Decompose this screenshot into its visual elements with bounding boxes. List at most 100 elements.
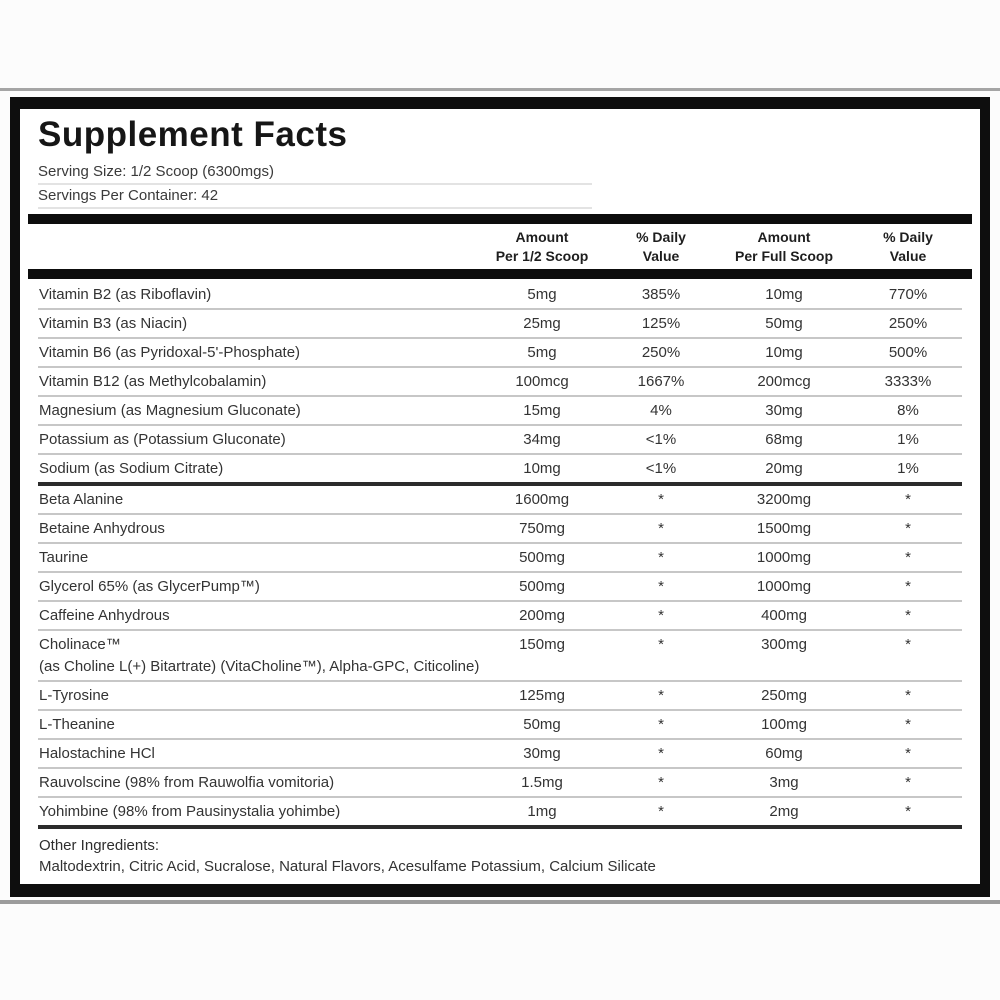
ingredient-row: Taurine 500mg * 1000mg * [38,544,962,573]
ingredient-row: Glycerol 65% (as GlycerPump™) 500mg * 1000m… [38,573,962,602]
ingredient-name: Halostachine HCl [39,745,155,762]
amount-half-scoop: 500mg [519,578,565,595]
supplement-facts-panel: Supplement Facts Serving Size: 1/2 Scoop… [10,97,990,897]
amount-half-scoop: 1mg [527,803,557,820]
amount-full-scoop: 1000mg [756,549,812,566]
daily-value-full: 3333% [884,373,932,390]
ingredient-row: Vitamin B12 (as Methylcobalamin) 100mcg 16… [38,368,962,397]
page-bottom-rule [0,900,1000,904]
ingredient-sub-note: (as Choline L(+) Bitartrate) (VitaCholin… [39,658,480,675]
other-ingredients-list: Maltodextrin, Citric Acid, Sucralose, Na… [39,858,656,875]
amount-full-scoop: 10mg [765,344,803,361]
ingredient-name: Magnesium (as Magnesium Gluconate) [39,402,301,419]
ingredient-name: Vitamin B3 (as Niacin) [39,315,188,332]
amount-half-scoop: 125mg [519,687,565,704]
ingredient-row: L-Theanine 50mg * 100mg * [38,711,962,740]
daily-value-full: * [905,607,911,624]
amount-half-scoop: 30mg [523,745,561,762]
daily-value-half: * [658,578,664,595]
amount-half-scoop: 500mg [519,549,565,566]
daily-value-full: * [905,636,911,653]
ingredient-row: Vitamin B3 (as Niacin) 25mg 125% 50mg 250% [38,310,962,339]
daily-value-full: * [905,716,911,733]
amount-full-scoop: 400mg [761,607,807,624]
amount-full-scoop: 3mg [769,774,799,791]
ingredient-name: L-Theanine [39,716,115,733]
amount-half-scoop: 100mcg [515,373,569,390]
amount-full-scoop: 60mg [765,745,803,762]
amount-half-scoop: 10mg [523,460,561,477]
ingredient-row: Cholinace™ 150mg * 300mg * (as Choline L(+) B… [38,631,962,682]
daily-value-full: 500% [888,344,928,361]
amount-full-scoop: 300mg [761,636,807,653]
panel-title: Supplement Facts [38,115,348,154]
column-header-0: Amount Per 1/2 Scoop [495,229,589,264]
ingredient-row: Vitamin B6 (as Pyridoxal-5'-Phosphate) 5m… [38,339,962,368]
amount-half-scoop: 750mg [519,520,565,537]
ingredient-row: Beta Alanine 1600mg * 3200mg * [38,486,962,515]
daily-value-half: * [658,607,664,624]
ingredient-row: Betaine Anhydrous 750mg * 1500mg * [38,515,962,544]
daily-value-full: * [905,520,911,537]
amount-full-scoop: 10mg [765,286,803,303]
ingredient-row: Vitamin B2 (as Riboflavin) 5mg 385% 10mg 770… [38,281,962,310]
daily-value-half: 250% [641,344,681,361]
daily-value-full: * [905,745,911,762]
ingredient-name: Beta Alanine [39,491,124,508]
ingredient-row: Sodium (as Sodium Citrate) 10mg <1% 20mg 1% [38,455,962,486]
ingredient-row: Caffeine Anhydrous 200mg * 400mg * [38,602,962,631]
ingredient-row: Potassium as (Potassium Gluconate) 34mg <1… [38,426,962,455]
serving-size: Serving Size: 1/2 Scoop (6300mgs) [38,161,593,185]
daily-value-full: 1% [897,460,919,477]
ingredient-name: Cholinace™ [39,636,121,653]
amount-half-scoop: 34mg [523,431,561,448]
daily-value-full: * [905,687,911,704]
daily-value-full: * [905,491,911,508]
daily-value-full: 250% [888,315,928,332]
daily-value-full: * [905,549,911,566]
daily-value-half: * [658,520,664,537]
amount-full-scoop: 20mg [765,460,803,477]
ingredient-name: Rauvolscine (98% from Rauwolfia vomitori… [39,774,335,791]
amount-full-scoop: 200mcg [757,373,811,390]
ingredient-row: Rauvolscine (98% from Rauwolfia vomitori… [38,769,962,798]
daily-value-half: 125% [641,315,681,332]
daily-value-full: * [905,803,911,820]
daily-value-half: 4% [650,402,672,419]
ingredient-name: Sodium (as Sodium Citrate) [39,460,224,477]
daily-value-half: <1% [645,431,677,448]
daily-value-full: 1% [897,431,919,448]
page-top-rule [0,88,1000,91]
amount-full-scoop: 1500mg [756,520,812,537]
ingredient-name: Vitamin B6 (as Pyridoxal-5'-Phosphate) [39,344,301,361]
ingredient-row: L-Tyrosine 125mg * 250mg * [38,682,962,711]
amount-half-scoop: 5mg [527,286,557,303]
amount-half-scoop: 5mg [527,344,557,361]
daily-value-half: * [658,716,664,733]
amount-full-scoop: 250mg [761,687,807,704]
ingredient-rows: Vitamin B2 (as Riboflavin) 5mg 385% 10mg 770… [38,281,962,829]
amount-full-scoop: 3200mg [756,491,812,508]
ingredient-name: L-Tyrosine [39,687,110,704]
ingredient-row: Yohimbine (98% from Pausinystalia yohimb… [38,798,962,829]
other-ingredients-heading: Other Ingredients: [39,837,160,854]
daily-value-half: 385% [641,286,681,303]
daily-value-full: 770% [888,286,928,303]
servings-per-container: Servings Per Container: 42 [38,185,593,209]
daily-value-half: * [658,491,664,508]
ingredient-name: Vitamin B2 (as Riboflavin) [39,286,212,303]
amount-full-scoop: 50mg [765,315,803,332]
daily-value-half: * [658,549,664,566]
amount-half-scoop: 1.5mg [521,774,563,791]
column-header-3: % Daily Value [883,229,933,264]
amount-half-scoop: 25mg [523,315,561,332]
ingredient-name: Yohimbine (98% from Pausinystalia yohimb… [39,803,341,820]
daily-value-half: <1% [645,460,677,477]
column-header-2: Amount Per Full Scoop [734,229,833,264]
amount-full-scoop: 1000mg [756,578,812,595]
header-separator-bar-top [28,214,972,224]
ingredient-row: Halostachine HCl 30mg * 60mg * [38,740,962,769]
daily-value-full: * [905,774,911,791]
ingredient-name: Caffeine Anhydrous [39,607,170,624]
daily-value-half: * [658,687,664,704]
